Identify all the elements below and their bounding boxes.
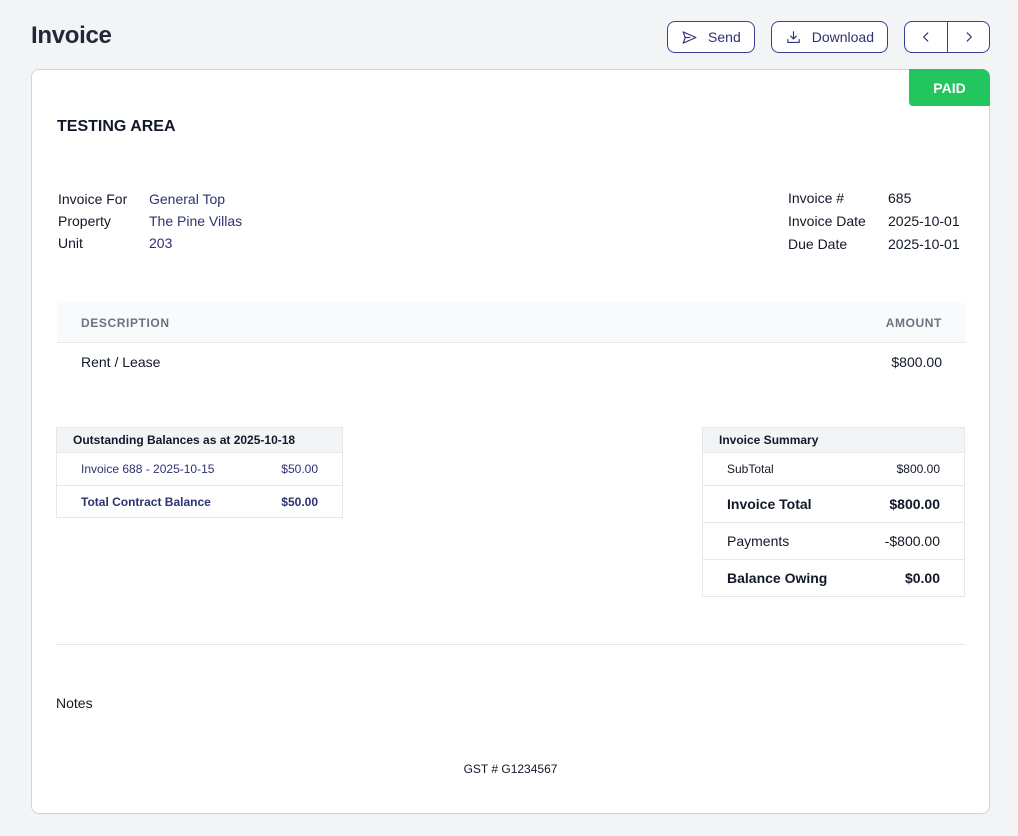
invoice-number-label: Invoice # — [788, 189, 845, 206]
invoice-total-row: Invoice Total $800.00 — [703, 485, 964, 522]
invoice-number-value: 685 — [888, 189, 912, 206]
status-badge: PAID — [909, 69, 990, 106]
payments-label: Payments — [727, 533, 790, 549]
outstanding-invoice-amount: $50.00 — [281, 462, 318, 476]
due-date-label: Due Date — [788, 235, 848, 252]
send-button[interactable]: Send — [667, 21, 755, 53]
notes-divider — [56, 644, 965, 645]
table-row: Rent / Lease $800.00 — [57, 343, 966, 381]
send-icon — [682, 30, 697, 44]
line-items-table: DESCRIPTION AMOUNT Rent / Lease $800.00 — [57, 303, 966, 381]
due-date-row: Due Date 2025-10-01 — [788, 232, 960, 255]
property-row: Property The Pine Villas — [58, 210, 242, 232]
table-header: DESCRIPTION AMOUNT — [57, 303, 966, 343]
subtotal-row: SubTotal $800.00 — [703, 453, 964, 485]
toolbar: Send Download — [667, 21, 990, 53]
outstanding-balances-title: Outstanding Balances as at 2025-10-18 — [57, 428, 342, 453]
notes-label: Notes — [56, 695, 93, 711]
invoice-for-label: Invoice For — [58, 191, 128, 207]
outstanding-invoice-row[interactable]: Invoice 688 - 2025-10-15 $50.00 — [57, 453, 342, 485]
property-label: Property — [58, 213, 111, 229]
download-icon — [787, 30, 800, 43]
invoice-summary-title: Invoice Summary — [703, 428, 964, 453]
balance-owing-label: Balance Owing — [727, 570, 828, 586]
invoice-for-row: Invoice For General Top — [58, 188, 242, 210]
page-title: Invoice — [31, 22, 112, 49]
payments-amount: -$800.00 — [884, 533, 940, 549]
download-button-label: Download — [811, 29, 874, 45]
line-item-description: Rent / Lease — [81, 354, 161, 370]
balance-owing-row: Balance Owing $0.00 — [703, 559, 964, 596]
invoice-card: PAID TESTING AREA Invoice For General To… — [31, 69, 990, 814]
next-invoice-button[interactable] — [947, 22, 989, 52]
chevron-right-icon — [966, 32, 972, 42]
total-contract-balance-amount: $50.00 — [281, 494, 318, 509]
send-button-label: Send — [708, 29, 741, 45]
invoice-for-value[interactable]: General Top — [149, 191, 226, 207]
chevron-left-icon — [923, 32, 929, 42]
invoice-details: Invoice # 685 Invoice Date 2025-10-01 Du… — [788, 186, 960, 255]
total-contract-balance-row: Total Contract Balance $50.00 — [57, 485, 342, 517]
invoice-total-label: Invoice Total — [727, 496, 812, 512]
invoice-pager — [904, 21, 990, 53]
due-date-value: 2025-10-01 — [888, 235, 960, 252]
balance-owing-amount: $0.00 — [904, 570, 940, 586]
outstanding-balances-box: Outstanding Balances as at 2025-10-18 In… — [56, 427, 343, 518]
unit-row: Unit 203 — [58, 232, 242, 254]
outstanding-invoice-label[interactable]: Invoice 688 - 2025-10-15 — [81, 462, 215, 476]
subtotal-label: SubTotal — [727, 462, 774, 476]
unit-value[interactable]: 203 — [149, 235, 173, 251]
company-name: TESTING AREA — [57, 118, 176, 135]
invoice-total-amount: $800.00 — [889, 496, 940, 512]
invoice-date-value: 2025-10-01 — [888, 212, 960, 229]
invoice-recipient-details: Invoice For General Top Property The Pin… — [58, 188, 242, 254]
previous-invoice-button[interactable] — [905, 22, 947, 52]
unit-label: Unit — [58, 235, 83, 251]
total-contract-balance-label: Total Contract Balance — [81, 494, 211, 509]
payments-row: Payments -$800.00 — [703, 522, 964, 559]
amount-column-header: AMOUNT — [885, 315, 942, 330]
invoice-summary-box: Invoice Summary SubTotal $800.00 Invoice… — [702, 427, 965, 597]
invoice-date-label: Invoice Date — [788, 212, 866, 229]
invoice-date-row: Invoice Date 2025-10-01 — [788, 209, 960, 232]
gst-number: GST # G1234567 — [463, 762, 558, 776]
download-button[interactable]: Download — [770, 21, 888, 53]
line-item-amount: $800.00 — [891, 354, 942, 370]
description-column-header: DESCRIPTION — [81, 315, 170, 330]
invoice-number-row: Invoice # 685 — [788, 186, 960, 209]
property-value[interactable]: The Pine Villas — [149, 213, 243, 229]
subtotal-amount: $800.00 — [896, 462, 940, 476]
